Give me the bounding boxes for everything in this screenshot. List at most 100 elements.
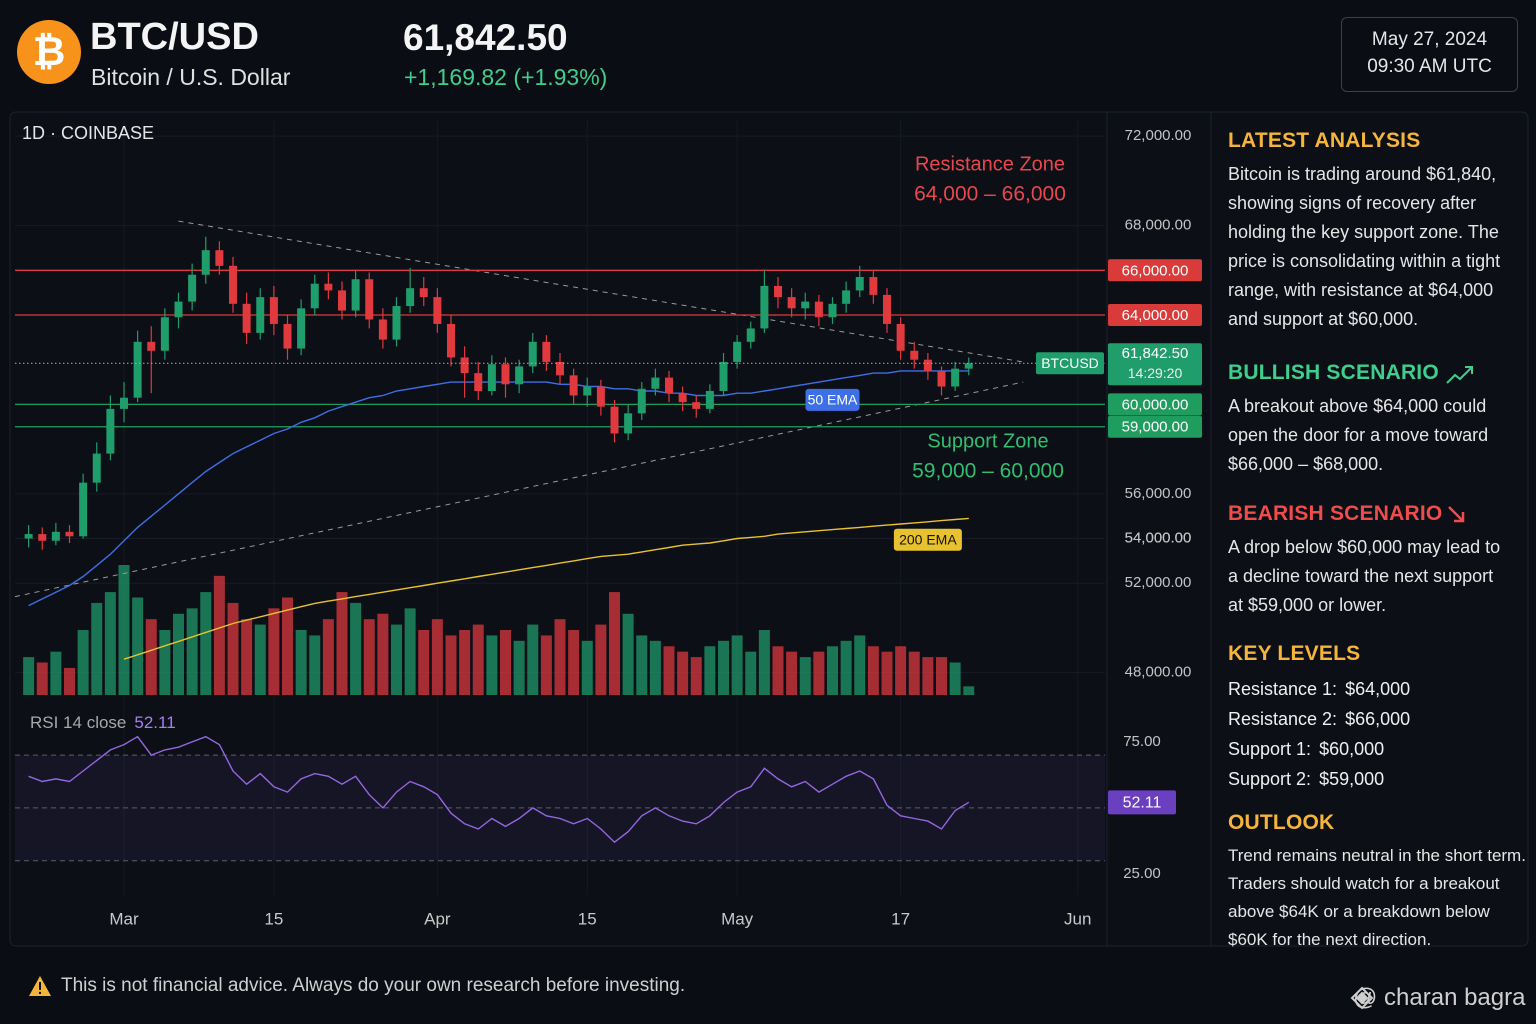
- volume-bar: [173, 613, 184, 695]
- annotation-title: Resistance Zone: [915, 153, 1065, 175]
- candle-body: [923, 359, 932, 371]
- candle-body: [487, 364, 496, 391]
- volume-bar: [472, 624, 484, 695]
- y-tick-label: 48,000.00: [1125, 664, 1192, 681]
- candle-body: [460, 357, 469, 374]
- candle-body: [678, 393, 687, 403]
- candle-body: [269, 297, 278, 324]
- volume-bar: [336, 592, 348, 695]
- candle-body: [419, 288, 428, 298]
- ema-label: 50 EMA: [808, 392, 858, 408]
- trendline: [178, 220, 1024, 363]
- key-level-value: $59,000: [1319, 769, 1385, 789]
- volume-bar: [23, 657, 35, 695]
- volume-bar: [445, 635, 457, 695]
- candle-body: [338, 290, 346, 311]
- volume-bar: [649, 640, 661, 695]
- volume-bar: [554, 619, 566, 695]
- x-tick-label: May: [721, 909, 754, 928]
- volume-bar: [91, 602, 103, 695]
- candle-body: [596, 386, 605, 407]
- volume-bar: [622, 613, 634, 695]
- candle-body: [801, 301, 810, 309]
- candle-body: [828, 303, 837, 318]
- y-tick-label: 72,000.00: [1125, 127, 1192, 144]
- volume-bar: [513, 640, 525, 695]
- annotation-title: Support Zone: [927, 430, 1048, 452]
- volume-bar: [500, 630, 511, 695]
- candle-body: [242, 303, 251, 333]
- bearish-icon: [1448, 506, 1465, 523]
- watermark-icon: [1350, 986, 1374, 1010]
- chart-label: 1D · COINBASE: [22, 123, 154, 143]
- candle-body: [188, 274, 197, 302]
- candle-body: [787, 297, 796, 309]
- volume-bar: [309, 635, 321, 695]
- volume-bar: [581, 640, 593, 695]
- volume-bar: [186, 608, 198, 695]
- volume-bar: [350, 602, 362, 695]
- candle-body: [651, 377, 660, 389]
- candle-body: [201, 250, 210, 275]
- volume-bar: [254, 624, 266, 695]
- volume-bar: [200, 592, 212, 695]
- volume-bar: [867, 646, 879, 695]
- candle-body: [774, 285, 782, 298]
- candle-body: [229, 265, 237, 304]
- symbol: BTC/USD: [90, 16, 259, 58]
- rsi-title-value: 52.11: [134, 713, 175, 732]
- candle-body: [610, 406, 619, 434]
- candle-body: [147, 341, 156, 351]
- candle-body: [378, 319, 387, 340]
- volume-bar: [758, 630, 770, 695]
- candle-body: [692, 402, 701, 409]
- x-tick-label: Mar: [109, 909, 139, 928]
- candle-body: [406, 288, 415, 307]
- candle-body: [38, 534, 47, 541]
- rsi-tag-label: 52.11: [1123, 795, 1162, 812]
- level-tag-label: 66,000.00: [1122, 262, 1189, 279]
- candle-body: [24, 534, 33, 539]
- volume-bar: [936, 657, 947, 695]
- candle-body: [474, 373, 483, 391]
- level-tag-label: 59,000.00: [1122, 419, 1189, 436]
- x-tick-label: Apr: [424, 909, 451, 928]
- ema-label-bg: [893, 528, 962, 551]
- key-level-value: $66,000: [1345, 709, 1411, 729]
- y-tick-label: 75.00: [1123, 733, 1161, 750]
- candle-body: [746, 328, 755, 342]
- annotation-text: 59,000 – 60,000: [912, 460, 1064, 483]
- volume-bar: [50, 651, 62, 695]
- candle-body: [883, 294, 891, 324]
- candle-body: [106, 408, 115, 454]
- candle-body: [719, 361, 728, 391]
- volume-bar: [132, 597, 144, 695]
- x-tick-label: 17: [891, 909, 910, 928]
- volume-bar: [391, 624, 402, 695]
- key-level-label: Resistance 2:: [1228, 709, 1338, 729]
- candle-body: [515, 366, 524, 385]
- disclaimer: This is not financial advice. Always do …: [61, 975, 686, 996]
- watermark: @ charan bagra: [1353, 984, 1526, 1011]
- bullish-scenario: BULLISH SCENARIO A breakout above $64,00…: [1228, 361, 1528, 479]
- rsi-tag: [1108, 790, 1176, 815]
- volume-bar: [568, 630, 580, 695]
- logo: ₿: [17, 20, 81, 84]
- ema-label: 200 EMA: [899, 531, 957, 547]
- volume-bar: [118, 565, 130, 695]
- rsi-title: RSI 14 close 52.11: [30, 713, 176, 732]
- volume-bar: [418, 630, 430, 695]
- volume-bar: [949, 662, 961, 695]
- candle-body: [964, 363, 973, 369]
- level-tag-label: 64,000.00: [1122, 307, 1189, 324]
- volume-bar: [159, 630, 171, 695]
- volume-bar: [772, 646, 784, 695]
- volume-bar: [282, 597, 293, 695]
- volume-bar: [677, 651, 689, 695]
- volume-bar: [636, 635, 648, 695]
- key-levels: KEY LEVELS Resistance 1: $64,000 Resistanc…: [1228, 642, 1528, 794]
- candle-body: [120, 397, 128, 409]
- volume-bar: [663, 646, 675, 695]
